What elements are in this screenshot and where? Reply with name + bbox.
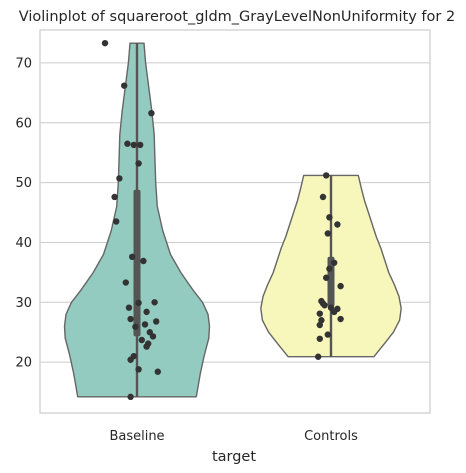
y-tick-label: 50 [15, 176, 32, 191]
data-point [315, 353, 322, 360]
iqr-box-baseline [133, 189, 141, 337]
data-point [337, 315, 344, 323]
data-point [324, 230, 331, 237]
data-point [326, 265, 333, 272]
data-point [135, 366, 142, 373]
data-point [127, 393, 134, 401]
data-point [140, 257, 147, 265]
plot-frame [39, 29, 431, 414]
data-point [149, 333, 157, 340]
data-point [141, 321, 149, 328]
strip-points [101, 39, 344, 401]
axes-frame [39, 29, 431, 414]
data-point [130, 141, 137, 149]
chart-title: Violinplot of squareroot_gldm_GrayLevelN… [19, 9, 455, 25]
data-point [135, 160, 142, 167]
y-tick-label: 60 [15, 116, 32, 131]
data-point [116, 175, 123, 182]
data-point [143, 308, 150, 316]
y-tick-label: 40 [15, 236, 32, 251]
data-point [331, 308, 338, 316]
data-point [331, 259, 338, 266]
data-point [135, 299, 142, 307]
data-point [124, 140, 131, 147]
data-point [132, 323, 139, 331]
data-point [319, 193, 327, 201]
data-point [143, 343, 150, 350]
data-point [122, 279, 129, 286]
data-point [154, 368, 161, 375]
data-point [324, 331, 331, 338]
data-point [138, 336, 145, 344]
data-point [127, 315, 134, 323]
x-axis-label: target [212, 449, 256, 465]
data-point [334, 221, 341, 228]
data-point [137, 141, 144, 149]
x-tick-label: Baseline [109, 429, 164, 444]
y-tick-label: 70 [15, 56, 32, 71]
data-point [316, 310, 323, 317]
data-point [316, 335, 323, 342]
data-point [153, 318, 160, 325]
data-point [127, 356, 134, 363]
data-point [337, 282, 344, 290]
data-point [151, 299, 158, 306]
data-point [326, 214, 333, 221]
data-point [125, 304, 133, 311]
x-tick-label: Controls [304, 429, 358, 444]
data-point [323, 172, 330, 179]
data-point [129, 253, 136, 261]
y-tick-label: 20 [15, 356, 32, 371]
data-point [148, 109, 155, 117]
data-point [121, 82, 128, 89]
data-point [113, 218, 120, 225]
data-point [323, 274, 330, 281]
data-point [316, 321, 323, 329]
data-point [111, 193, 118, 201]
data-point [321, 302, 328, 309]
data-point [101, 39, 109, 47]
y-tick-label: 30 [15, 296, 32, 311]
ticks: 20 30 40 50 60 70 Baseline Controls [15, 56, 358, 444]
